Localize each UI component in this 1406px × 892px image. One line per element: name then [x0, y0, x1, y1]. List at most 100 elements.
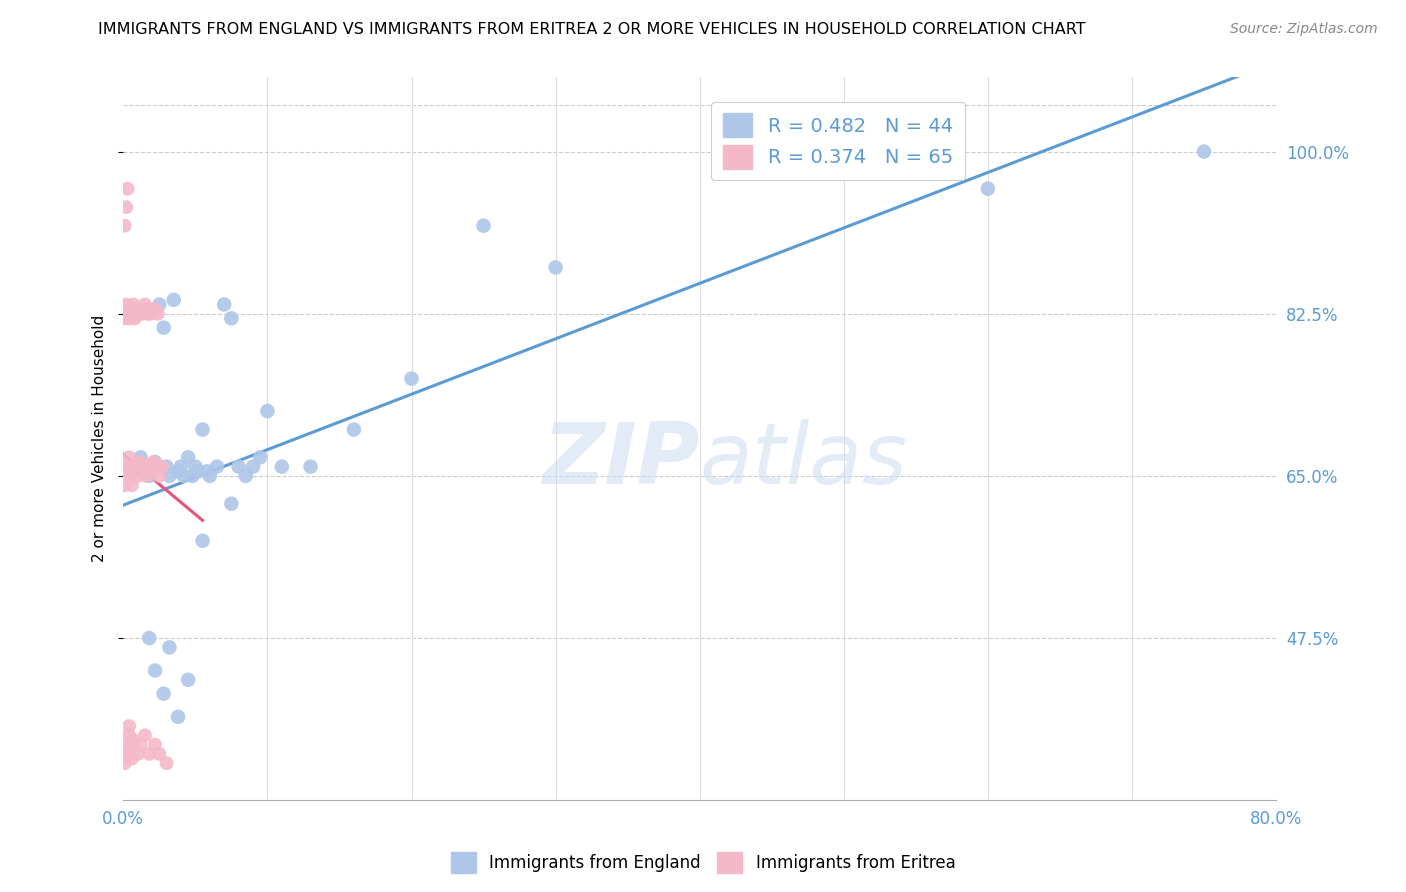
- Point: [191, 423, 214, 437]
- Point: [122, 297, 145, 311]
- Point: [1192, 145, 1215, 159]
- Point: [142, 455, 165, 469]
- Point: [221, 497, 243, 511]
- Point: [131, 307, 153, 321]
- Point: [173, 469, 195, 483]
- Point: [134, 459, 156, 474]
- Point: [114, 219, 136, 233]
- Point: [115, 200, 138, 214]
- Point: [117, 459, 139, 474]
- Point: [139, 307, 162, 321]
- Point: [128, 459, 150, 474]
- Point: [121, 478, 143, 492]
- Text: IMMIGRANTS FROM ENGLAND VS IMMIGRANTS FROM ERITREA 2 OR MORE VEHICLES IN HOUSEHO: IMMIGRANTS FROM ENGLAND VS IMMIGRANTS FR…: [98, 22, 1085, 37]
- Point: [148, 297, 170, 311]
- Point: [134, 728, 156, 742]
- Point: [117, 302, 139, 317]
- Point: [977, 181, 1000, 195]
- Point: [115, 464, 138, 478]
- Point: [135, 302, 157, 317]
- Point: [343, 423, 366, 437]
- Point: [120, 742, 142, 756]
- Point: [120, 469, 142, 483]
- Point: [120, 307, 142, 321]
- Point: [205, 459, 228, 474]
- Point: [177, 673, 200, 687]
- Point: [136, 459, 159, 474]
- Point: [143, 459, 166, 474]
- Point: [132, 464, 155, 478]
- Point: [124, 464, 146, 478]
- Point: [235, 469, 257, 483]
- Point: [167, 710, 190, 724]
- Text: Source: ZipAtlas.com: Source: ZipAtlas.com: [1230, 22, 1378, 37]
- Point: [148, 469, 170, 483]
- Point: [152, 687, 174, 701]
- Point: [143, 455, 166, 469]
- Point: [167, 464, 190, 478]
- Point: [141, 302, 163, 317]
- Point: [256, 404, 278, 418]
- Point: [181, 469, 204, 483]
- Point: [145, 459, 167, 474]
- Point: [221, 311, 243, 326]
- Point: [122, 459, 145, 474]
- Point: [155, 459, 177, 474]
- Point: [118, 728, 141, 742]
- Point: [118, 311, 141, 326]
- Point: [143, 302, 166, 317]
- Point: [187, 464, 209, 478]
- Legend: R = 0.482   N = 44, R = 0.374   N = 65: R = 0.482 N = 44, R = 0.374 N = 65: [711, 102, 965, 180]
- Point: [127, 747, 149, 761]
- Point: [141, 459, 163, 474]
- Point: [115, 747, 138, 761]
- Point: [191, 533, 214, 548]
- Point: [122, 464, 145, 478]
- Point: [128, 307, 150, 321]
- Point: [132, 302, 155, 317]
- Point: [117, 738, 139, 752]
- Point: [125, 307, 148, 321]
- Point: [242, 459, 264, 474]
- Point: [114, 756, 136, 771]
- Point: [138, 302, 160, 317]
- Point: [143, 738, 166, 752]
- Point: [114, 478, 136, 492]
- Y-axis label: 2 or more Vehicles in Household: 2 or more Vehicles in Household: [93, 315, 107, 563]
- Legend: Immigrants from England, Immigrants from Eritrea: Immigrants from England, Immigrants from…: [444, 846, 962, 880]
- Point: [146, 307, 169, 321]
- Point: [155, 756, 177, 771]
- Point: [115, 297, 138, 311]
- Point: [249, 450, 271, 465]
- Point: [129, 738, 152, 752]
- Point: [131, 459, 153, 474]
- Point: [141, 464, 163, 478]
- Point: [114, 311, 136, 326]
- Point: [544, 260, 567, 275]
- Point: [124, 311, 146, 326]
- Point: [121, 302, 143, 317]
- Point: [134, 297, 156, 311]
- Point: [135, 469, 157, 483]
- Point: [212, 297, 235, 311]
- Point: [129, 455, 152, 469]
- Text: atlas: atlas: [700, 419, 908, 502]
- Point: [139, 464, 162, 478]
- Point: [299, 459, 322, 474]
- Point: [136, 307, 159, 321]
- Point: [228, 459, 250, 474]
- Point: [129, 302, 152, 317]
- Point: [122, 733, 145, 747]
- Point: [125, 459, 148, 474]
- Point: [150, 459, 173, 474]
- Point: [472, 219, 495, 233]
- Point: [118, 450, 141, 465]
- Point: [177, 450, 200, 465]
- Point: [127, 302, 149, 317]
- Point: [117, 181, 139, 195]
- Point: [195, 464, 218, 478]
- Point: [184, 459, 207, 474]
- Point: [143, 664, 166, 678]
- Point: [138, 469, 160, 483]
- Point: [157, 640, 180, 655]
